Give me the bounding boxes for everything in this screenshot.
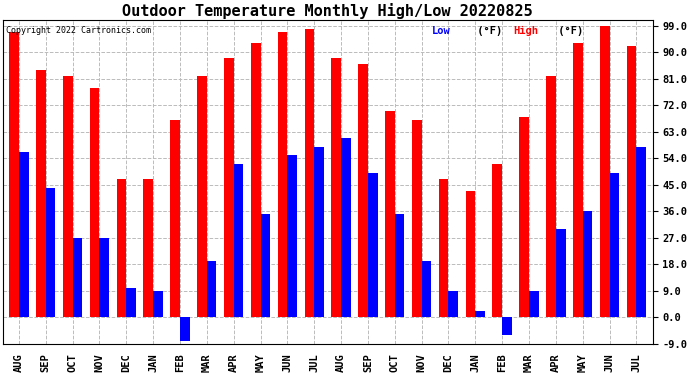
Text: High: High (513, 26, 538, 36)
Bar (493, 164, 502, 317)
Bar (341, 138, 351, 317)
Bar (627, 46, 636, 317)
Bar (520, 117, 529, 317)
Text: (°F): (°F) (471, 26, 502, 36)
Bar (261, 214, 270, 317)
Bar (36, 70, 46, 317)
Bar (600, 26, 609, 317)
Bar (304, 29, 314, 317)
Bar (170, 120, 180, 317)
Bar (395, 214, 404, 317)
Bar (63, 76, 72, 317)
Bar (277, 32, 287, 317)
Bar (466, 190, 475, 317)
Bar (412, 120, 422, 317)
Bar (385, 111, 395, 317)
Bar (475, 311, 485, 317)
Bar (197, 76, 207, 317)
Bar (234, 164, 244, 317)
Bar (314, 147, 324, 317)
Bar (556, 229, 566, 317)
Text: Copyright 2022 Cartronics.com: Copyright 2022 Cartronics.com (6, 26, 151, 35)
Bar (99, 238, 109, 317)
Bar (529, 291, 539, 317)
Bar (153, 291, 163, 317)
Bar (144, 179, 153, 317)
Text: (°F): (°F) (552, 26, 583, 36)
Bar (448, 291, 458, 317)
Bar (287, 155, 297, 317)
Bar (609, 173, 619, 317)
Text: Low: Low (431, 26, 451, 36)
Bar (439, 179, 449, 317)
Bar (582, 211, 592, 317)
Bar (573, 44, 582, 317)
Bar (422, 261, 431, 317)
Bar (19, 152, 28, 317)
Bar (546, 76, 556, 317)
Bar (180, 317, 190, 341)
Bar (207, 261, 217, 317)
Bar (331, 58, 341, 317)
Bar (251, 44, 261, 317)
Bar (126, 288, 136, 317)
Bar (502, 317, 512, 335)
Bar (90, 88, 99, 317)
Bar (636, 147, 646, 317)
Bar (46, 188, 55, 317)
Bar (72, 238, 82, 317)
Bar (9, 32, 19, 317)
Bar (368, 173, 377, 317)
Bar (224, 58, 234, 317)
Title: Outdoor Temperature Monthly High/Low 20220825: Outdoor Temperature Monthly High/Low 202… (122, 3, 533, 19)
Bar (117, 179, 126, 317)
Bar (358, 64, 368, 317)
